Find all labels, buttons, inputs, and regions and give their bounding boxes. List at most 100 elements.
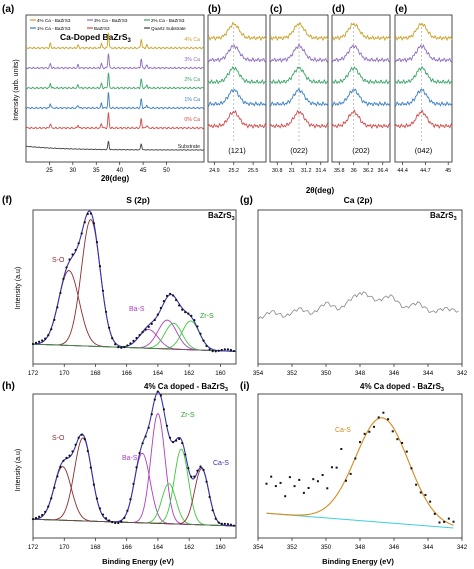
- panel-a-xlabel: 2θ(deg): [101, 174, 130, 183]
- panel-i-data-point: [312, 478, 315, 481]
- panel-f-data-point: [101, 289, 105, 292]
- panel-c-xtick-label: 30.8: [272, 168, 283, 174]
- panel-e-series-5: [394, 109, 453, 129]
- panel-h-data-point: [196, 469, 199, 472]
- panel-b-xtick-label: 25.5: [248, 168, 259, 174]
- panel-f-component-6: [32, 320, 237, 352]
- panel-f-peak-label-2: Ba-S: [129, 306, 145, 313]
- panel-h-data-point: [220, 522, 223, 525]
- panel-i-background: [266, 512, 454, 529]
- panel-f-data-point: [104, 310, 108, 314]
- panel-f-data-point: [41, 339, 44, 342]
- panel-i-component: [266, 417, 454, 526]
- panel-f-data-point: [120, 346, 123, 349]
- panel-i-data-point: [349, 472, 352, 475]
- panel-d-hkl: (202): [352, 146, 370, 155]
- panel-i-title: 4% Ca doped - BaZrS3: [360, 382, 444, 393]
- panel-h-xtick-label: 160: [215, 544, 226, 551]
- panel-h-xlabel: Binding Energy (eV): [102, 557, 174, 566]
- panel-h-component-3: [32, 452, 237, 527]
- panel-f-data-point: [181, 308, 184, 311]
- panel-f-data-point: [147, 325, 150, 328]
- panel-a-xtick-label: 30: [69, 168, 76, 174]
- panel-h-data-point: [150, 413, 153, 416]
- panel-i-data-point: [298, 478, 301, 481]
- panel-a-xtick-label: 45: [140, 168, 147, 174]
- panel-h-data-point: [129, 498, 132, 501]
- legend-0ca: BaZrS3: [94, 26, 110, 31]
- panel-f-data-point: [168, 292, 172, 295]
- panel-h-ylabel: Intensity (a.u): [15, 449, 22, 491]
- panel-i-data-point: [387, 418, 390, 421]
- panel-f-data-point: [74, 248, 77, 252]
- panel-f-data-point: [217, 349, 220, 352]
- panel-f-data-point: [117, 346, 120, 349]
- panel-f-xtick-label: 164: [153, 370, 164, 377]
- panel-h-data-point: [41, 513, 44, 517]
- panel-f-data-point: [175, 298, 178, 302]
- panel-f-data-point: [171, 294, 175, 297]
- panel-i-data-point: [391, 430, 394, 433]
- panel-h-data-point: [153, 398, 156, 401]
- panel-f-data-point: [205, 344, 208, 348]
- panel-h-xps-s2p-doped: (h) 4% Ca doped - BaZrS3 Intensity (a.u)…: [2, 381, 237, 566]
- panel-d-series-3: [331, 66, 391, 85]
- panel-f-data-point: [156, 313, 159, 316]
- panel-f-data-point: [193, 319, 196, 322]
- panel-f-data-point: [80, 232, 83, 235]
- panel-f-data-point: [126, 344, 129, 347]
- panel-i-data-point: [433, 512, 436, 515]
- panel-h-frame: [32, 393, 237, 539]
- panel-i-data-point: [288, 476, 291, 479]
- panel-f-data-point: [135, 336, 138, 340]
- panel-g-xtick-label: 348: [355, 370, 366, 377]
- panel-h-data-point: [50, 497, 53, 500]
- panel-i-data-point: [415, 483, 418, 486]
- panel-h-baseline: [32, 518, 237, 527]
- panel-h-data-point: [83, 438, 86, 441]
- panel-i-xtick-label: 346: [389, 544, 400, 551]
- panel-b-series-2: [207, 44, 267, 63]
- panel-f-data-point: [208, 348, 211, 351]
- panel-h-data-point: [92, 483, 95, 486]
- panel-a-series-label-1: 4% Ca: [184, 37, 200, 43]
- panel-i-data-point: [443, 520, 446, 523]
- panel-h-xtick-label: 172: [28, 544, 39, 551]
- panel-a-xtick-label: 40: [116, 168, 123, 174]
- panel-c-xtick-label: 31.4: [316, 168, 327, 174]
- panel-i-data-point: [293, 485, 296, 488]
- panel-h-data-point: [217, 521, 220, 524]
- panel-d-xtick-label: 36.2: [363, 168, 374, 174]
- panel-a-series-label-5: 0% Ca: [184, 117, 200, 123]
- panel-h-data-point: [181, 441, 184, 445]
- panel-h-component-5: [32, 483, 237, 527]
- panel-h-data-point: [199, 465, 202, 468]
- panel-h-data-point: [44, 510, 47, 514]
- panel-i-data-point: [359, 441, 361, 444]
- panel-h-data-point: [120, 520, 123, 523]
- panel-h-data-point: [132, 482, 135, 486]
- panel-g-xtick-label: 354: [253, 370, 264, 377]
- panel-a-series-6: [26, 140, 204, 151]
- panel-i-data-point: [335, 466, 338, 469]
- panel-h-data-point: [71, 450, 74, 453]
- panel-i-data-point: [401, 441, 404, 444]
- panel-e-label: (e): [395, 4, 407, 15]
- panel-f-data-point: [214, 350, 217, 353]
- panel-i-data-point: [438, 521, 441, 524]
- panel-h-xtick-label: 162: [184, 544, 195, 551]
- panel-f-data-point: [229, 348, 233, 352]
- panel-f-data-point: [83, 221, 86, 224]
- legend-substrate: Quartz Substrate: [151, 26, 186, 31]
- panel-d-series-1: [331, 22, 391, 42]
- panel-i-data-point: [382, 411, 385, 414]
- panel-d-xtick-label: 36: [351, 168, 357, 174]
- panel-h-xtick-label: 170: [59, 544, 70, 551]
- panel-f-corner-label: BaZrS3: [208, 211, 235, 222]
- panel-h-data-point: [135, 466, 138, 469]
- panel-h-data-point: [37, 515, 41, 518]
- panel-e-series-1: [394, 22, 453, 42]
- panel-c-xrd-zoom: (c) (022) 30.8 31 31.2 31.4: [269, 4, 329, 174]
- panel-f-data-point: [159, 306, 162, 310]
